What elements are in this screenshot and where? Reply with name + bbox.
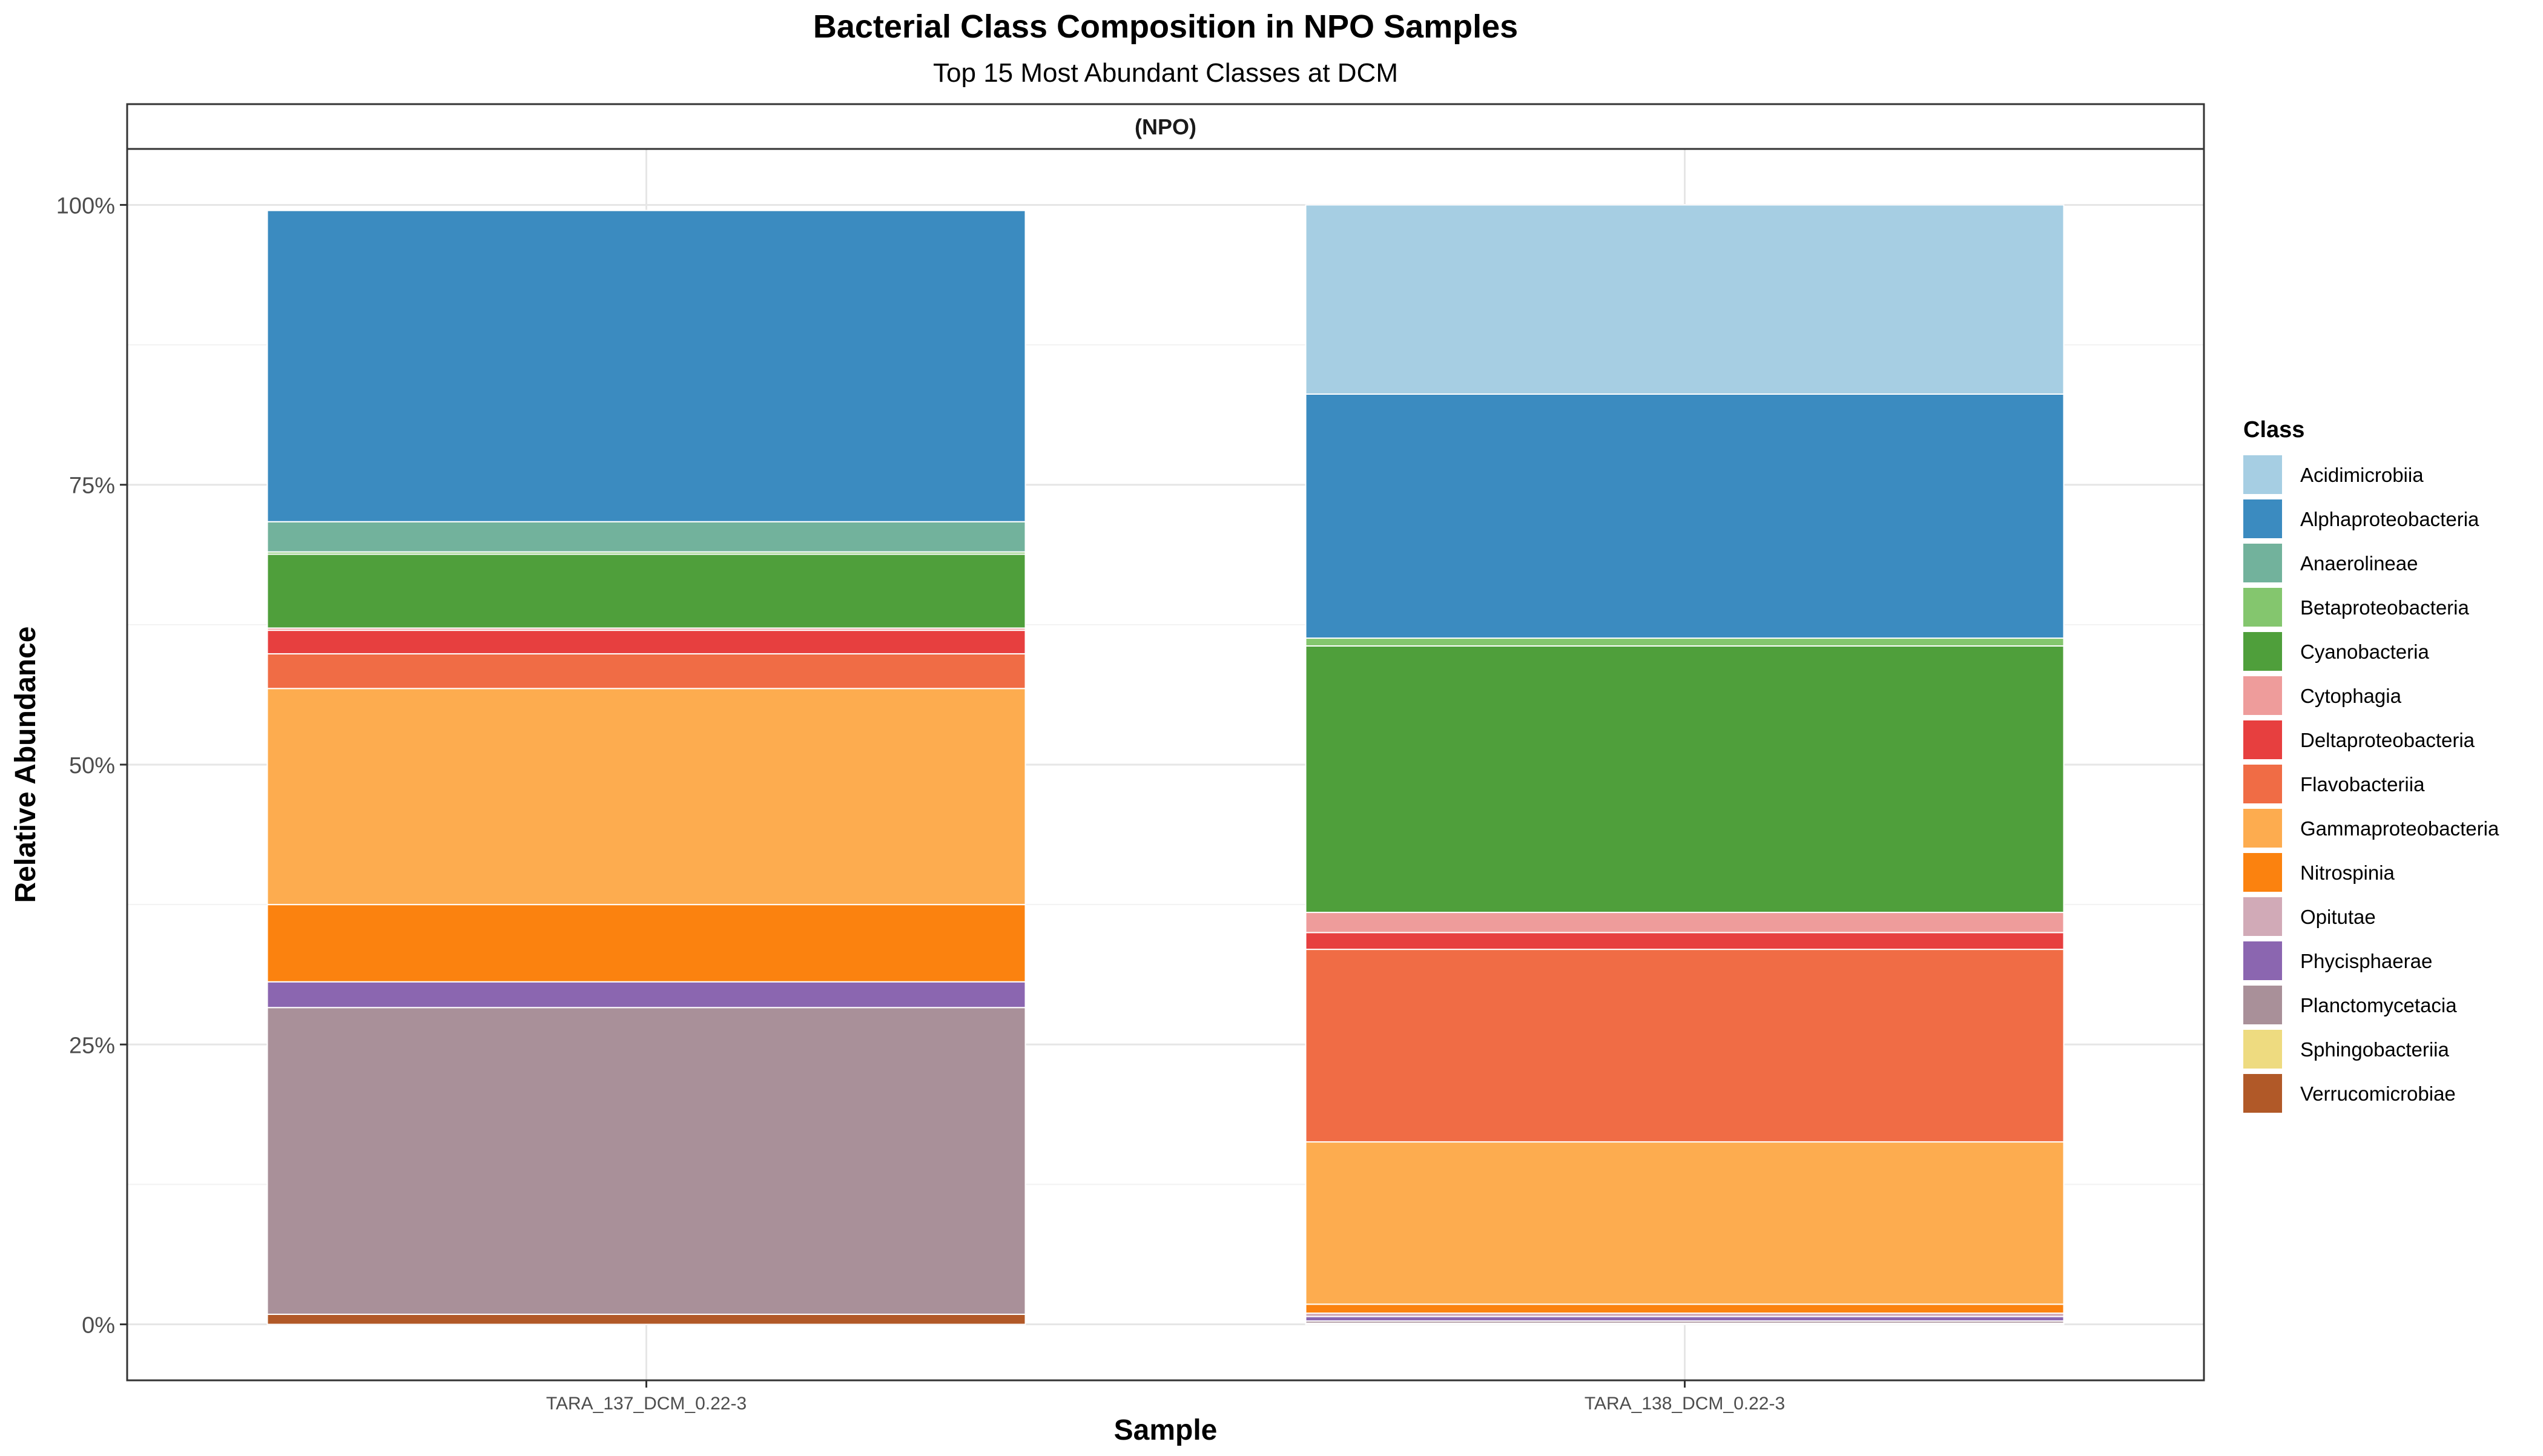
- legend-label-flavobacteriia: Flavobacteriia: [2300, 773, 2425, 796]
- chart-title: Bacterial Class Composition in NPO Sampl…: [813, 8, 1518, 45]
- legend-key-betaproteobacteria: [2243, 588, 2282, 627]
- legend: Class Acidimicrobiia Alphaproteobacteria A…: [2243, 417, 2499, 1113]
- bar-segment-phycisphaerae-1: [266, 981, 1026, 1009]
- legend-key-cytophagia: [2243, 676, 2282, 715]
- x-tick-label: TARA_138_DCM_0.22-3: [1585, 1394, 1785, 1414]
- legend-key-planctomycetacia: [2243, 986, 2282, 1024]
- x-tick-label: TARA_137_DCM_0.22-3: [546, 1394, 747, 1414]
- bar-segment-alphaproteobacteria-1: [266, 209, 1026, 522]
- legend-title: Class: [2243, 417, 2304, 443]
- bar-segment-flavobacteriia-1: [266, 653, 1026, 690]
- chart-subtitle: Top 15 Most Abundant Classes at DCM: [933, 58, 1398, 88]
- legend-label-deltaproteobacteria: Deltaproteobacteria: [2300, 729, 2475, 751]
- bar-segment-nitrospinia-2: [1305, 1303, 2065, 1314]
- legend-key-gammaproteobacteria: [2243, 809, 2282, 848]
- legend-key-verrucomicrobiae: [2243, 1074, 2282, 1113]
- legend-label-acidimicrobiia: Acidimicrobiia: [2300, 464, 2424, 486]
- bar-segment-deltaproteobacteria-2: [1305, 932, 2065, 950]
- legend-label-sphingobacteriia: Sphingobacteriia: [2300, 1038, 2449, 1061]
- bar-segment-nitrospinia-1: [266, 904, 1026, 983]
- legend-key-anaerolineae: [2243, 544, 2282, 582]
- legend-label-verrucomicrobiae: Verrucomicrobiae: [2300, 1082, 2456, 1105]
- y-tick-label: 50%: [69, 753, 115, 779]
- bar-segments: [266, 204, 2065, 1325]
- legend-key-acidimicrobiia: [2243, 455, 2282, 494]
- axes: 0% 25% 50% 75% 100% TARA_137_DCM_0.22-3 TARA_1…: [56, 193, 1785, 1414]
- facet-label: (NPO): [1135, 114, 1196, 139]
- y-axis-label: Relative Abundance: [10, 626, 42, 903]
- y-tick-label: 75%: [69, 473, 115, 499]
- legend-label-planctomycetacia: Planctomycetacia: [2300, 994, 2457, 1016]
- bar-segment-planctomycetacia-1: [266, 1007, 1026, 1315]
- facet-strip: [126, 103, 2205, 150]
- bar-segment-verrucomicrobiae-1: [266, 1313, 1026, 1325]
- legend-key-phycisphaerae: [2243, 941, 2282, 980]
- legend-key-sphingobacteriia: [2243, 1030, 2282, 1069]
- bar-segment-phycisphaerae-2: [1305, 1316, 2065, 1322]
- legend-key-nitrospinia: [2243, 853, 2282, 892]
- x-axis-label: Sample: [1114, 1414, 1218, 1446]
- y-tick-label: 25%: [69, 1033, 115, 1058]
- legend-label-gammaproteobacteria: Gammaproteobacteria: [2300, 817, 2499, 840]
- bar-segment-cyanobacteria-1: [266, 553, 1026, 629]
- legend-key-alphaproteobacteria: [2243, 499, 2282, 538]
- legend-label-alphaproteobacteria: Alphaproteobacteria: [2300, 508, 2479, 530]
- legend-label-betaproteobacteria: Betaproteobacteria: [2300, 596, 2470, 619]
- legend-key-opitutae: [2243, 897, 2282, 936]
- bar-segment-cytophagia-2: [1305, 912, 2065, 934]
- legend-label-cyanobacteria: Cyanobacteria: [2300, 641, 2429, 663]
- y-tick-label: 0%: [82, 1313, 115, 1339]
- bar-segment-gammaproteobacteria-2: [1305, 1141, 2065, 1305]
- bar-segment-alphaproteobacteria-2: [1305, 393, 2065, 639]
- legend-key-deltaproteobacteria: [2243, 720, 2282, 759]
- bar-segment-acidimicrobiia-2: [1305, 204, 2065, 395]
- legend-label-anaerolineae: Anaerolineae: [2300, 552, 2418, 575]
- legend-label-nitrospinia: Nitrospinia: [2300, 861, 2395, 884]
- legend-label-opitutae: Opitutae: [2300, 906, 2376, 928]
- legend-label-cytophagia: Cytophagia: [2300, 685, 2402, 707]
- bar-segment-anaerolineae-1: [266, 521, 1026, 553]
- bar-segment-cyanobacteria-2: [1305, 645, 2065, 914]
- bar-segment-flavobacteriia-2: [1305, 949, 2065, 1143]
- bar-segment-deltaproteobacteria-1: [266, 630, 1026, 654]
- bar-segment-betaproteobacteria-2: [1305, 637, 2065, 647]
- legend-key-cyanobacteria: [2243, 632, 2282, 671]
- legend-label-phycisphaerae: Phycisphaerae: [2300, 950, 2432, 972]
- legend-key-flavobacteriia: [2243, 765, 2282, 803]
- bar-segment-gammaproteobacteria-1: [266, 688, 1026, 906]
- y-tick-label: 100%: [56, 193, 115, 219]
